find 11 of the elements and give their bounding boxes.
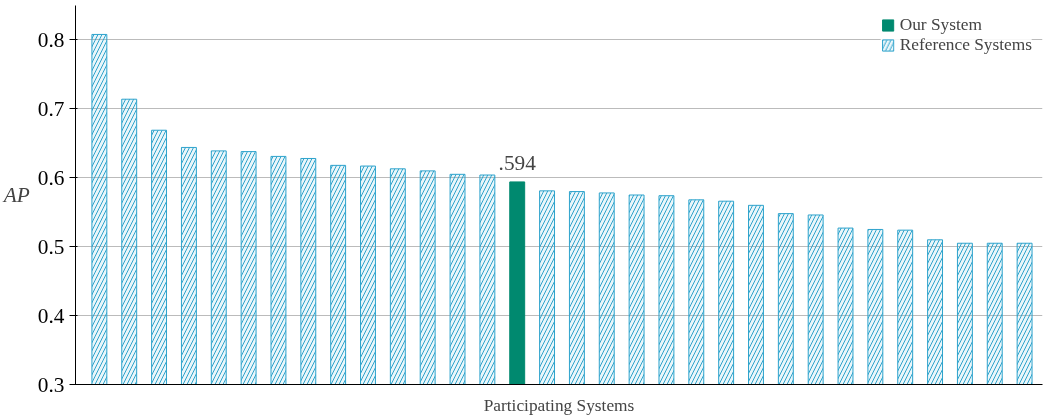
y-axis-title: AP: [1, 183, 30, 207]
y-tick-label: 0.4: [37, 303, 65, 328]
y-tick-label: 0.7: [37, 96, 65, 121]
y-tick-label: 0.6: [37, 165, 65, 190]
legend-label: Reference Systems: [899, 35, 1032, 55]
y-tick-label: 0.5: [37, 234, 65, 259]
y-tick-label: 0.3: [37, 372, 65, 397]
y-tick-label: 0.8: [37, 27, 65, 52]
legend-label: Our System: [899, 15, 982, 35]
x-axis-title: Participating Systems: [483, 395, 635, 415]
data-label: .594: [498, 150, 537, 175]
